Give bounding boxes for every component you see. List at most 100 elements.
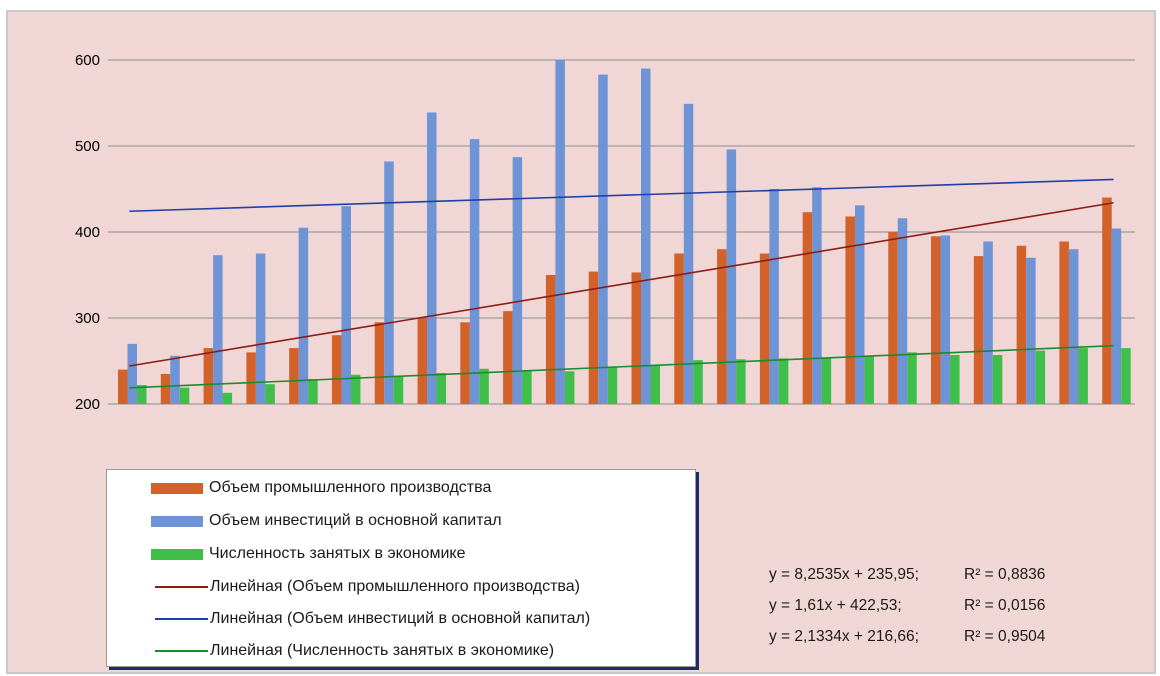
trendline-industrial-output <box>129 201 1114 367</box>
bar-investment-1 <box>127 343 137 404</box>
legend-label-trend-investment: Линейная (Объем инвестиций в основной ка… <box>210 610 591 627</box>
bar-employment-23 <box>1078 348 1088 404</box>
bar-employment-3 <box>222 392 233 404</box>
y-tick-label-300: 300 <box>75 310 100 327</box>
bar-investment-15 <box>726 149 737 404</box>
bar-employment-17 <box>821 357 832 404</box>
bar-investment-6 <box>341 206 351 404</box>
legend-label-industrial-output: Объем промышленного производства <box>209 479 492 496</box>
bar-industrial-output-18 <box>845 216 855 404</box>
bar-industrial-output-24 <box>1102 197 1112 404</box>
bar-industrial-output-16 <box>759 253 770 404</box>
bar-employment-4 <box>265 384 275 404</box>
legend-label-investment: Объем инвестиций в основной капитал <box>209 512 502 529</box>
bar-industrial-output-6 <box>331 335 342 404</box>
chart-plot: 200 300 400 500 600 <box>75 52 1135 413</box>
bar-investment-20 <box>940 235 951 404</box>
bar-employment-16 <box>778 358 789 404</box>
y-tick-label-200: 200 <box>75 396 100 413</box>
bar-employment-14 <box>693 360 703 404</box>
bar-employment-22 <box>1035 350 1046 404</box>
bar-investment-12 <box>598 74 608 404</box>
legend-item-investment: Объем инвестиций в основной капитал <box>107 506 502 536</box>
legend-swatch-industrial-output <box>151 482 203 494</box>
legend-swatch-trend-employment <box>155 650 208 652</box>
bar-investment-13 <box>641 68 651 404</box>
bar-employment-1 <box>137 385 147 404</box>
bar-employment-21 <box>992 354 1003 404</box>
trend-r2-industrial-output: R² = 0,8836 <box>964 566 1046 583</box>
legend-item-industrial-output: Объем промышленного производства <box>107 473 491 503</box>
bar-investment-21 <box>983 241 993 404</box>
bar-industrial-output-23 <box>1059 241 1069 404</box>
bar-employment-24 <box>1121 348 1131 404</box>
bar-employment-13 <box>650 365 660 404</box>
trend-equation-employment: y = 2,1334x + 216,66; <box>769 628 919 645</box>
bar-investment-4 <box>255 253 266 404</box>
trend-equation-industrial-output: y = 8,2535x + 235,95; <box>769 566 919 583</box>
bar-industrial-output-2 <box>160 373 171 404</box>
bar-investment-23 <box>1068 249 1079 404</box>
bar-investment-8 <box>427 112 437 405</box>
bar-investment-2 <box>170 355 180 404</box>
bar-industrial-output-7 <box>374 322 385 404</box>
trend-r2-employment: R² = 0,9504 <box>964 628 1046 645</box>
legend-item-employment: Численность занятых в экономике <box>107 539 465 569</box>
bar-investment-16 <box>769 189 779 404</box>
bar-industrial-output-5 <box>289 348 299 404</box>
bar-employment-8 <box>436 373 447 404</box>
bar-industrial-output-22 <box>1016 245 1027 404</box>
bar-industrial-output-14 <box>674 253 684 404</box>
bar-industrial-output-1 <box>118 369 128 404</box>
bar-industrial-output-21 <box>973 256 984 404</box>
trendline-employment <box>129 344 1114 389</box>
bar-investment-3 <box>213 255 223 404</box>
bar-investment-11 <box>555 60 565 404</box>
bar-investment-22 <box>1026 257 1036 404</box>
legend-label-employment: Численность занятых в экономике <box>209 545 466 562</box>
bar-investment-24 <box>1111 228 1122 404</box>
bar-employment-6 <box>350 374 361 404</box>
bar-investment-9 <box>469 139 480 404</box>
legend-item-trend-investment: Линейная (Объем инвестиций в основной ка… <box>107 604 590 634</box>
legend-swatch-trend-investment <box>155 618 208 620</box>
legend-swatch-trend-industrial-output <box>155 586 208 588</box>
y-tick-label-400: 400 <box>75 224 100 241</box>
bar-employment-10 <box>522 370 532 404</box>
bar-industrial-output-9 <box>460 322 470 404</box>
bar-employment-7 <box>393 376 404 404</box>
bar-industrial-output-20 <box>931 236 941 404</box>
bar-employment-5 <box>308 379 318 404</box>
trendline-investment <box>129 178 1114 213</box>
trend-equation-investment: y = 1,61x + 422,53; <box>769 597 902 614</box>
bar-industrial-output-15 <box>717 249 727 404</box>
bar-employment-18 <box>864 355 874 404</box>
legend-item-trend-employment: Линейная (Численность занятых в экономик… <box>107 636 554 666</box>
bar-industrial-output-17 <box>802 212 813 404</box>
bar-investment-5 <box>298 227 309 404</box>
bar-employment-15 <box>736 359 746 404</box>
chart-frame: 200 300 400 500 600 Объем промышленного прои… <box>6 10 1156 674</box>
legend-label-trend-employment: Линейная (Численность занятых в экономик… <box>210 642 555 659</box>
chart-legend: Объем промышленного производства Объем и… <box>106 469 696 667</box>
bar-investment-14 <box>683 103 694 405</box>
bar-industrial-output-12 <box>588 271 599 404</box>
legend-label-trend-industrial-output: Линейная (Объем промышленного производст… <box>210 578 580 595</box>
bar-investment-17 <box>812 187 822 404</box>
y-tick-label-500: 500 <box>75 138 100 155</box>
trend-r2-investment: R² = 0,0156 <box>964 597 1046 614</box>
bar-industrial-output-4 <box>246 352 256 404</box>
bar-industrial-output-10 <box>503 311 513 404</box>
bar-investment-19 <box>897 218 908 404</box>
bar-employment-19 <box>907 352 917 404</box>
legend-swatch-employment <box>151 548 203 560</box>
legend-item-trend-industrial-output: Линейная (Объем промышленного производст… <box>107 572 580 602</box>
bar-employment-11 <box>564 371 575 404</box>
bar-employment-2 <box>179 387 190 404</box>
bar-industrial-output-3 <box>203 348 214 404</box>
bar-industrial-output-13 <box>631 272 641 404</box>
bar-employment-12 <box>607 367 618 404</box>
legend-swatch-investment <box>151 515 203 527</box>
bar-industrial-output-8 <box>417 318 428 404</box>
bar-investment-7 <box>384 161 394 404</box>
